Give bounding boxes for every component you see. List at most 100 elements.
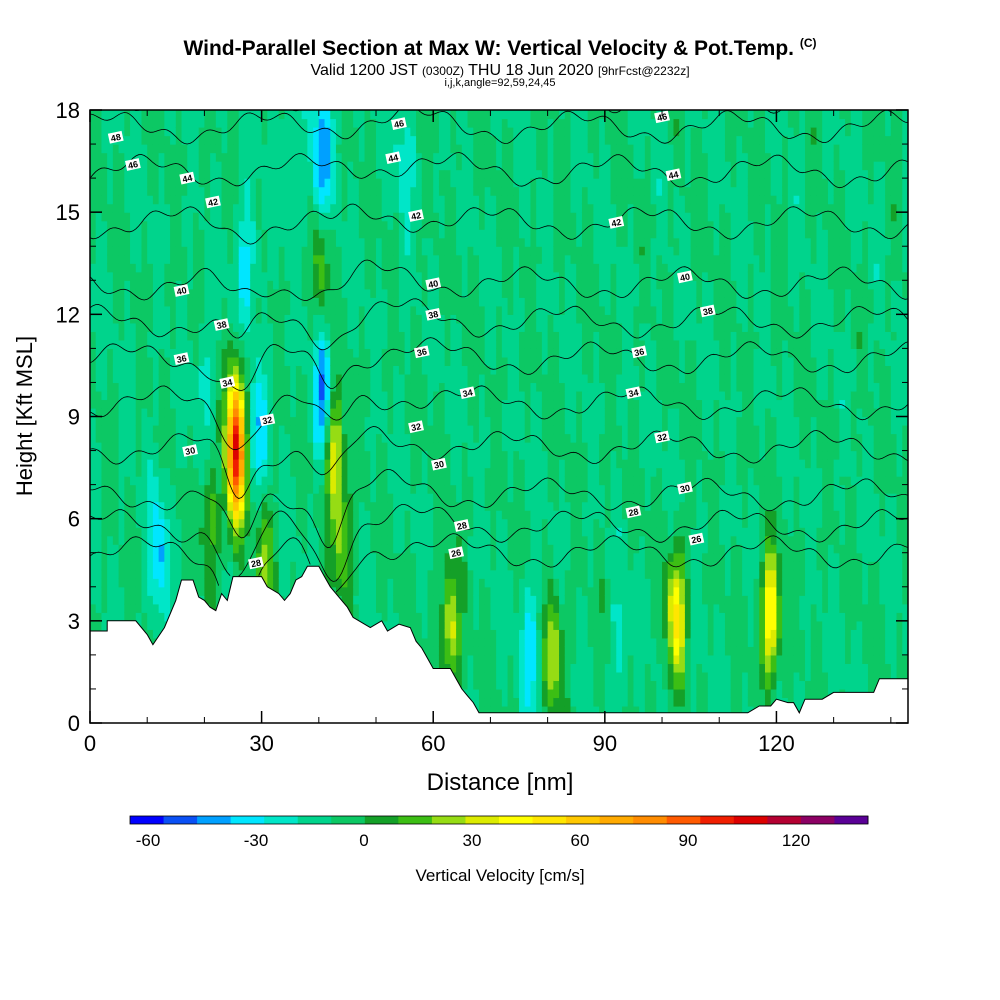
velocity-cell: [124, 416, 131, 426]
velocity-cell: [473, 544, 480, 554]
velocity-cell: [461, 220, 469, 230]
velocity-cell: [438, 620, 446, 630]
velocity-cell: [456, 407, 463, 418]
velocity-cell: [112, 237, 120, 247]
velocity-cell: [152, 254, 160, 264]
velocity-cell: [267, 399, 274, 409]
velocity-cell: [135, 561, 143, 571]
velocity-cell: [181, 425, 188, 435]
velocity-cell: [210, 493, 217, 503]
velocity-cell: [181, 305, 188, 315]
velocity-cell: [204, 118, 211, 128]
velocity-cell: [438, 467, 446, 477]
velocity-cell: [421, 390, 429, 401]
velocity-cell: [347, 586, 354, 596]
velocity-cell: [158, 390, 165, 401]
velocity-cell: [107, 110, 114, 120]
velocity-cell: [313, 339, 320, 349]
velocity-cell: [358, 501, 366, 511]
velocity-cell: [313, 229, 320, 239]
velocity-cell: [152, 578, 160, 588]
velocity-cell: [467, 263, 474, 273]
velocity-cell: [318, 186, 326, 196]
velocity-cell: [278, 203, 286, 213]
velocity-cell: [141, 544, 148, 554]
velocity-cell: [461, 501, 469, 511]
velocity-cell: [90, 339, 97, 349]
velocity-cell: [421, 152, 429, 162]
velocity-cell: [284, 186, 291, 196]
velocity-cell: [387, 229, 394, 239]
velocity-cell: [90, 459, 97, 469]
velocity-cell: [376, 178, 383, 188]
velocity-cell: [204, 339, 211, 349]
velocity-cell: [410, 348, 417, 358]
velocity-cell: [112, 220, 120, 230]
velocity-cell: [416, 229, 423, 239]
velocity-cell: [250, 203, 257, 213]
velocity-cell: [158, 339, 165, 349]
velocity-cell: [118, 527, 125, 537]
velocity-cell: [318, 339, 326, 349]
velocity-cell: [112, 212, 120, 222]
velocity-cell: [198, 161, 206, 171]
velocity-cell: [192, 254, 200, 264]
velocity-cell: [444, 271, 451, 281]
velocity-cell: [301, 127, 308, 137]
velocity-cell: [118, 254, 125, 264]
velocity-cell: [467, 220, 474, 230]
velocity-cell: [204, 237, 211, 247]
velocity-cell: [438, 314, 446, 324]
velocity-cell: [450, 331, 457, 341]
velocity-cell: [210, 382, 217, 392]
velocity-cell: [295, 246, 303, 256]
velocity-cell: [330, 459, 337, 469]
velocity-cell: [393, 288, 400, 298]
velocity-cell: [335, 110, 343, 120]
velocity-cell: [364, 382, 371, 392]
velocity-cell: [198, 510, 206, 520]
velocity-cell: [278, 399, 286, 409]
velocity-cell: [233, 339, 240, 349]
velocity-cell: [124, 382, 131, 392]
velocity-cell: [90, 229, 97, 239]
velocity-cell: [376, 220, 383, 230]
velocity-cell: [433, 220, 440, 230]
velocity-cell: [255, 161, 263, 171]
velocity-cell: [204, 348, 211, 358]
velocity-cell: [456, 595, 463, 605]
velocity-cell: [147, 161, 154, 171]
velocity-cell: [376, 314, 383, 324]
velocity-cell: [398, 552, 406, 562]
velocity-cell: [107, 356, 114, 367]
velocity-cell: [227, 246, 234, 256]
velocity-cell: [370, 399, 377, 409]
velocity-cell: [290, 297, 297, 307]
velocity-cell: [478, 297, 486, 307]
velocity-cell: [221, 263, 228, 273]
velocity-cell: [295, 144, 303, 154]
velocity-cell: [164, 118, 171, 128]
velocity-cell: [444, 484, 451, 494]
velocity-cell: [95, 578, 103, 588]
velocity-cell: [318, 271, 326, 281]
velocity-cell: [313, 110, 320, 120]
velocity-cell: [433, 135, 440, 145]
velocity-cell: [387, 518, 394, 528]
velocity-cell: [330, 467, 337, 477]
velocity-cell: [278, 246, 286, 256]
velocity-cell: [152, 195, 160, 205]
velocity-cell: [221, 407, 228, 418]
velocity-cell: [478, 671, 486, 682]
velocity-cell: [95, 220, 103, 230]
velocity-cell: [255, 314, 263, 324]
velocity-cell: [364, 237, 371, 247]
velocity-cell: [295, 348, 303, 358]
velocity-cell: [130, 135, 137, 145]
velocity-cell: [198, 535, 206, 545]
velocity-cell: [284, 254, 291, 264]
velocity-cell: [301, 229, 308, 239]
velocity-cell: [370, 118, 377, 128]
velocity-cell: [112, 433, 120, 443]
velocity-cell: [341, 152, 349, 162]
